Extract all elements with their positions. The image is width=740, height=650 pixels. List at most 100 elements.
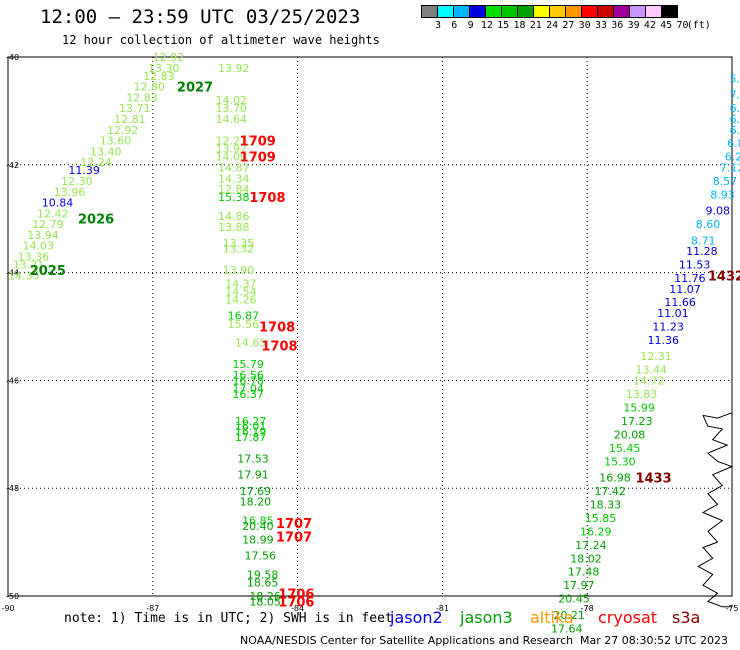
wave-height-label: 8.71 xyxy=(691,234,716,247)
wave-height-label: 17.04 xyxy=(232,382,264,395)
wave-height-label: 14.37 xyxy=(225,277,257,290)
wave-height-label: 11.53 xyxy=(679,259,711,272)
wave-height-label: 16.87 xyxy=(228,310,260,323)
wave-height-label: 17.42 xyxy=(594,485,626,498)
wave-height-label: 12.92 xyxy=(153,51,185,64)
wave-height-label: 6.73 xyxy=(730,124,740,137)
wave-height-label: 12.31 xyxy=(640,350,672,363)
wave-height-label: 18.05 xyxy=(249,595,280,608)
wave-height-label: 16.85 xyxy=(242,515,273,528)
pass-time-label: 1709 xyxy=(240,151,276,166)
wave-height-label: 13.44 xyxy=(635,364,667,377)
pass-time-label: 1433 xyxy=(635,471,671,486)
wave-height-label: 15.45 xyxy=(609,442,641,455)
wave-height-label: 16.37 xyxy=(232,388,264,401)
wave-height-label: 17.69 xyxy=(240,485,272,498)
wave-height-label: 14.65 xyxy=(235,337,267,350)
legend-entry-jason2: jason2 xyxy=(390,608,443,627)
colorbar-label: 70 xyxy=(676,20,689,31)
longitude-tick-label: -90 xyxy=(1,604,14,613)
wave-height-label: 15.56 xyxy=(228,318,260,331)
wave-height-label: 13.60 xyxy=(100,135,132,148)
wave-height-label: 13.90 xyxy=(223,264,255,277)
wave-height-label: 13.30 xyxy=(148,62,180,75)
colorbar-label: 33 xyxy=(594,20,608,31)
colorbar-label: 45 xyxy=(660,20,673,31)
pass-time-label: 1708 xyxy=(261,339,297,354)
pass-time-label: 1709 xyxy=(240,135,276,150)
wave-height-label: 6.6 xyxy=(730,102,740,115)
wave-height-label: 16.78 xyxy=(232,374,264,387)
wave-height-label: 14.72 xyxy=(633,374,665,387)
wave-height-label: 13.71 xyxy=(119,102,151,115)
wave-height-label: 17.87 xyxy=(235,431,267,444)
wave-height-label: 17.97 xyxy=(563,579,595,592)
wave-height-label: 13.70 xyxy=(216,102,248,115)
wave-height-label: 17.24 xyxy=(575,539,607,552)
pass-time-label: 2027 xyxy=(177,81,213,96)
latitude-tick-label: -50 xyxy=(6,592,19,601)
wave-height-label: 18.65 xyxy=(247,577,278,590)
wave-height-label: 18.33 xyxy=(590,498,622,511)
footer-timestamp: Mar 27 08:30:52 UTC 2023 xyxy=(580,634,728,647)
wave-height-label: 17.48 xyxy=(568,566,600,579)
wave-height-label: 20.40 xyxy=(242,520,273,533)
wave-height-label: 11.66 xyxy=(664,296,696,309)
wave-height-label: 12.27 xyxy=(216,135,248,148)
wave-height-label: 6.29 xyxy=(725,151,740,164)
wave-height-label: 15.85 xyxy=(585,512,617,525)
wave-height-label: 13.40 xyxy=(90,145,122,158)
wave-height-label: 16.29 xyxy=(580,525,612,538)
wave-height-label: 12.42 xyxy=(37,207,69,220)
wave-height-label: 14.64 xyxy=(216,113,248,126)
wave-height-label: 14.35 xyxy=(8,269,40,282)
coastline xyxy=(697,412,734,608)
wave-height-label: 12.24 xyxy=(80,156,112,169)
wave-height-label: 16.56 xyxy=(232,369,264,382)
wave-height-label: 15.79 xyxy=(232,358,264,371)
legend-entry-jason3: jason3 xyxy=(460,608,513,627)
pass-time-label: 1706 xyxy=(278,595,314,610)
latitude-tick-label: -48 xyxy=(6,484,19,493)
colorbar-label: 18 xyxy=(513,20,526,31)
latitude-tick-label: -46 xyxy=(6,376,19,385)
wave-height-label: 6.3 xyxy=(730,113,740,126)
page-subtitle: 12 hour collection of altimeter wave hei… xyxy=(62,33,380,47)
wave-height-label: 15.38 xyxy=(218,191,250,204)
colorbar-label: 3 xyxy=(434,20,442,31)
latitude-tick-label: -40 xyxy=(6,53,19,62)
map-frame xyxy=(7,56,733,597)
wave-height-label: 14.86 xyxy=(218,210,250,223)
wave-height-label: 20.21 xyxy=(553,609,585,622)
wave-height-label: 8.57 xyxy=(713,175,738,188)
wave-height-label: 12.92 xyxy=(107,124,138,137)
wave-height-label: 18.26 xyxy=(249,590,280,603)
wave-height-label: 16.19 xyxy=(235,426,267,439)
pass-time-label: 1708 xyxy=(259,321,295,336)
wave-height-label: 6.80 xyxy=(727,137,740,150)
wave-height-label: 7.6 xyxy=(730,89,740,102)
wave-height-label: 15.30 xyxy=(604,455,636,468)
wave-height-label: 17.53 xyxy=(237,453,269,466)
colorbar-label: 12 xyxy=(480,20,493,31)
wave-height-label: 11.07 xyxy=(669,283,701,296)
wave-height-label: 14.26 xyxy=(225,294,257,307)
wave-height-label: 17.64 xyxy=(551,622,583,635)
longitude-tick-label: -75 xyxy=(725,604,738,613)
wave-height-label: 14.03 xyxy=(22,240,54,253)
colorbar-label: 6 xyxy=(451,20,458,31)
wave-height-label: 8.60 xyxy=(696,218,721,231)
longitude-tick-label: -84 xyxy=(291,604,304,613)
wave-height-label: 12.79 xyxy=(32,218,64,231)
wave-height-label: 8.93 xyxy=(710,188,735,201)
wave-height-label: 14.00 xyxy=(216,151,248,164)
colorbar-label: 15 xyxy=(497,20,510,31)
wave-height-label: 12.83 xyxy=(143,70,175,83)
wave-height-label: 13.83 xyxy=(626,388,658,401)
wave-height-label: 13.21 xyxy=(13,259,45,272)
wave-height-label: 20.45 xyxy=(558,593,590,606)
wave-height-label: 14.54 xyxy=(225,285,257,298)
wave-height-label: 14.02 xyxy=(216,94,248,107)
wave-height-label: 10.84 xyxy=(42,197,74,210)
